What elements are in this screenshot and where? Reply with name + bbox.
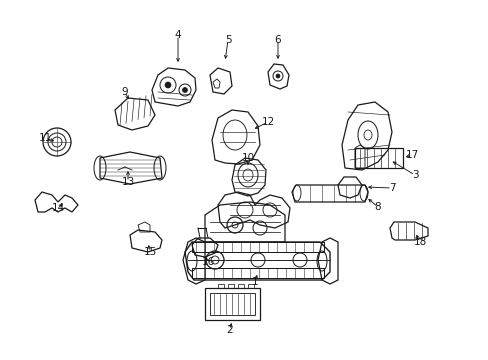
Text: 5: 5 <box>224 35 231 45</box>
Text: 18: 18 <box>412 237 426 247</box>
Text: 4: 4 <box>174 30 181 40</box>
Bar <box>192 268 324 278</box>
Text: 16: 16 <box>201 257 214 267</box>
Text: 15: 15 <box>143 247 156 257</box>
Text: 12: 12 <box>261 117 274 127</box>
Text: 6: 6 <box>274 35 281 45</box>
Text: 13: 13 <box>121 177 134 187</box>
Text: 2: 2 <box>226 325 233 335</box>
Text: 17: 17 <box>405 150 418 160</box>
Ellipse shape <box>275 74 280 78</box>
Text: 10: 10 <box>241 153 254 163</box>
Text: 8: 8 <box>374 202 381 212</box>
Bar <box>192 242 324 252</box>
Text: 11: 11 <box>38 133 52 143</box>
Ellipse shape <box>164 82 171 88</box>
Bar <box>218 284 224 288</box>
Bar <box>238 284 244 288</box>
Text: 7: 7 <box>388 183 394 193</box>
Text: 1: 1 <box>251 277 258 287</box>
Bar <box>227 284 234 288</box>
Text: 9: 9 <box>122 87 128 97</box>
Bar <box>354 148 402 168</box>
Text: 3: 3 <box>411 170 417 180</box>
Bar <box>247 284 253 288</box>
Bar <box>209 293 254 315</box>
Bar <box>204 288 260 320</box>
Ellipse shape <box>182 87 187 93</box>
Text: 14: 14 <box>51 203 64 213</box>
